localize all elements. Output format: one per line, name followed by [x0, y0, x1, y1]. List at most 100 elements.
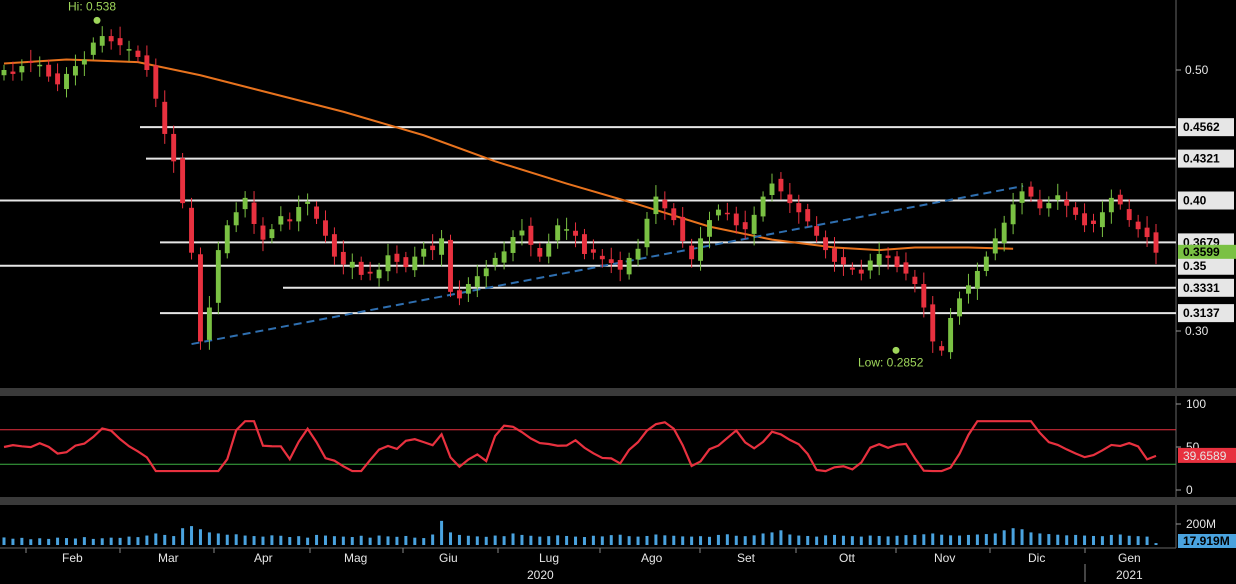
candle-body — [1001, 222, 1007, 244]
low-marker — [892, 346, 900, 354]
volume-bar — [234, 534, 238, 545]
candle-body — [1135, 221, 1141, 230]
volume-bar — [538, 536, 542, 545]
candle-body — [64, 73, 69, 90]
volume-bar — [627, 536, 631, 545]
candle-body — [331, 234, 337, 257]
volume-bar — [922, 534, 926, 545]
volume-bar — [877, 535, 881, 545]
volume-bar — [127, 536, 131, 545]
volume-bar — [29, 539, 33, 545]
candle-body — [439, 238, 445, 255]
volume-bar — [243, 535, 247, 545]
volume-bar — [761, 533, 765, 545]
volume-bar — [332, 536, 336, 545]
volume-bar — [315, 534, 319, 545]
candle-body — [715, 209, 721, 216]
volume-bar — [663, 535, 667, 545]
volume-bar — [440, 520, 444, 545]
candle-body — [903, 262, 909, 274]
volume-bar — [1127, 535, 1131, 545]
candle-body — [483, 268, 489, 277]
volume-bar — [556, 535, 560, 545]
volume-panel: 200M 17.919M — [2, 517, 1236, 548]
candle-body — [1028, 186, 1034, 197]
volume-bar — [725, 534, 729, 545]
volume-bar — [359, 535, 363, 545]
volume-bar — [1091, 535, 1095, 545]
volume-bar — [270, 535, 274, 545]
level-label-box — [1178, 118, 1234, 137]
candle-body — [153, 65, 159, 99]
panel-divider-rsi[interactable] — [0, 388, 1236, 396]
candle-body — [206, 307, 212, 340]
volume-tick-label: 200M — [1186, 517, 1216, 531]
candle-body — [689, 245, 695, 260]
volume-bar — [958, 535, 962, 545]
month-label: Ott — [839, 551, 856, 565]
volume-bar — [913, 534, 917, 545]
volume-bar — [743, 536, 747, 545]
level-label: 0.3137 — [1183, 306, 1220, 320]
candle-body — [608, 259, 614, 264]
candle-body — [1144, 227, 1150, 238]
candle-body — [1064, 199, 1070, 206]
volume-bar — [815, 536, 819, 545]
level-label: 0.4562 — [1183, 120, 1220, 134]
volume-bar — [690, 536, 694, 545]
volume-bar — [341, 536, 345, 545]
candle-body — [474, 276, 480, 288]
volume-bar — [565, 535, 569, 545]
panel-divider-volume[interactable] — [0, 497, 1236, 505]
candle-body — [1010, 204, 1016, 225]
moving-average-line — [3, 58, 1014, 252]
last-price-box — [1178, 244, 1236, 259]
candlesticks — [1, 16, 1159, 359]
volume-bar — [91, 538, 95, 545]
rsi-last-box — [1178, 447, 1236, 463]
candle-body — [1082, 213, 1088, 226]
candle-body — [894, 256, 900, 268]
volume-bar — [163, 534, 167, 545]
volume-bar — [154, 533, 158, 545]
candle-body — [144, 55, 150, 70]
candle-body — [769, 183, 775, 196]
candle-body — [456, 290, 462, 299]
candle-body — [1091, 220, 1096, 224]
volume-bar — [422, 538, 426, 545]
candle-body — [269, 229, 275, 239]
candle-body — [796, 203, 802, 213]
year-label: 2021 — [1116, 568, 1143, 582]
candle-body — [626, 257, 632, 275]
candle-body — [921, 284, 927, 308]
candle-body — [224, 225, 230, 254]
high-marker — [93, 16, 101, 24]
candle-body — [278, 216, 284, 225]
candle-body — [992, 238, 998, 254]
candle-body — [90, 42, 96, 55]
candle-body — [867, 260, 873, 271]
candle-body — [1019, 191, 1025, 203]
candle-body — [858, 269, 864, 274]
candle-body — [840, 257, 846, 265]
volume-bar — [600, 536, 604, 545]
volume-bar — [520, 534, 524, 545]
candle-body — [72, 66, 78, 76]
candle-body — [957, 298, 962, 317]
candle-body — [323, 220, 328, 236]
volume-bar — [306, 537, 310, 545]
volume-bar — [297, 536, 301, 545]
volume-bar — [1145, 536, 1149, 545]
volume-bar — [172, 536, 176, 545]
volume-bar — [109, 537, 113, 545]
candle-body — [340, 251, 346, 265]
candle-body — [590, 249, 596, 253]
month-label: Lug — [539, 551, 559, 565]
volume-bar — [252, 536, 256, 545]
candle-body — [421, 248, 427, 257]
volume-bar — [636, 536, 640, 545]
volume-bar — [350, 537, 354, 545]
volume-bar — [1100, 536, 1104, 545]
candle-body — [198, 254, 203, 342]
